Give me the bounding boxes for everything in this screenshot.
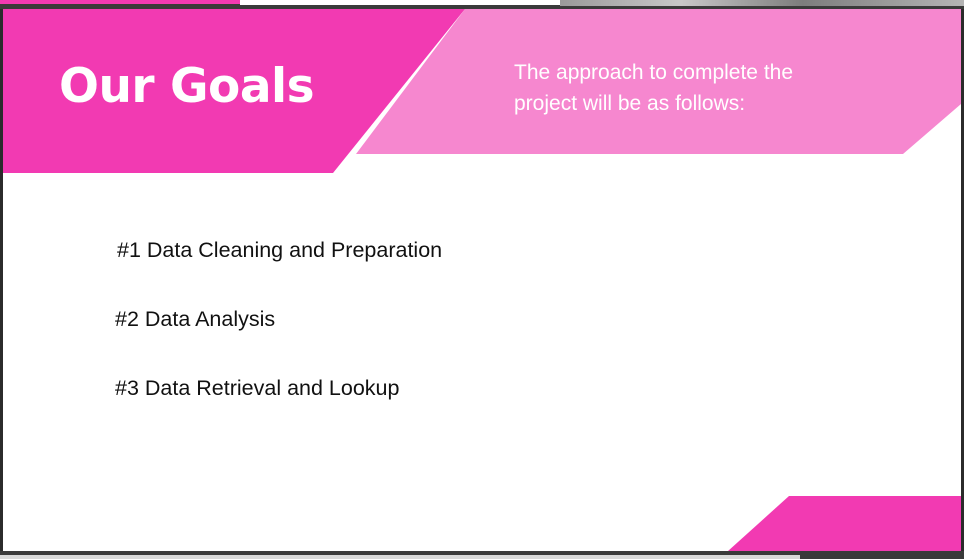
top-neighbor-slide-strip xyxy=(0,0,964,9)
goal-item: #2 Data Analysis xyxy=(115,307,276,331)
corner-accent-shape xyxy=(728,496,961,551)
slide: Our Goals The approach to complete the p… xyxy=(3,9,961,551)
title-banner-shape xyxy=(3,9,465,173)
slide-subtitle: The approach to complete the project wil… xyxy=(514,61,794,115)
bottom-neighbor-slide-strip xyxy=(0,551,964,559)
goal-item: #1 Data Cleaning and Preparation xyxy=(117,238,443,262)
top-strip-photo-sliver xyxy=(560,0,964,6)
subtitle-banner-shape xyxy=(356,9,961,154)
slide-title: Our Goals xyxy=(59,59,315,114)
top-strip-white-sliver xyxy=(240,0,560,5)
bottom-strip-light-sliver xyxy=(0,555,800,559)
top-strip-pink-sliver xyxy=(0,0,240,4)
decorative-shapes xyxy=(3,9,961,551)
goal-item: #3 Data Retrieval and Lookup xyxy=(115,376,400,400)
